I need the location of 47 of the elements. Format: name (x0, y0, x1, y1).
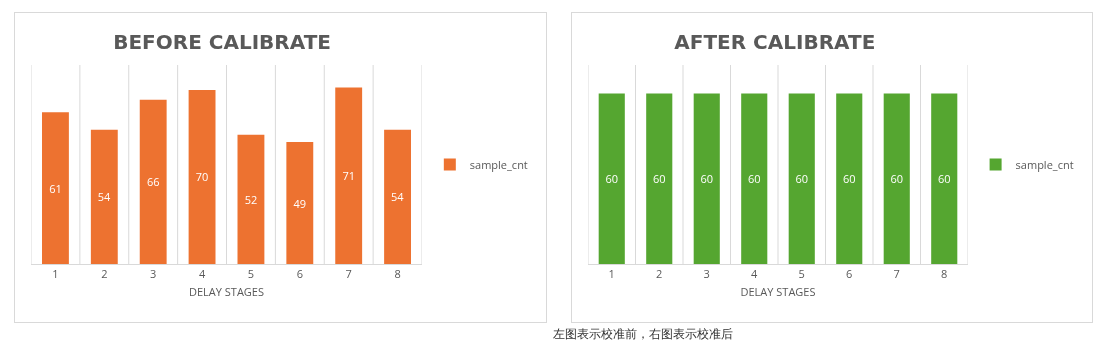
x-tick-label: 4 (751, 266, 759, 282)
x-tick-label: 5 (798, 266, 805, 282)
legend-label: sample_cnt (469, 156, 528, 172)
chart-title: BEFORE CALIBRATE (113, 29, 331, 54)
bar (384, 129, 411, 264)
bar (335, 87, 363, 264)
x-tick-label: 8 (941, 266, 948, 282)
x-tick-label: 8 (394, 266, 401, 282)
data-label: 61 (49, 180, 62, 196)
x-tick-label: 1 (52, 266, 59, 282)
data-label: 60 (795, 171, 809, 187)
data-label: 66 (146, 174, 160, 190)
bar (286, 142, 314, 264)
x-tick-label: 7 (345, 266, 352, 282)
x-tick-label: 5 (247, 266, 255, 282)
bar (188, 89, 216, 264)
data-label: 54 (390, 189, 405, 205)
x-axis-title: DELAY STAGES (189, 284, 264, 300)
data-label: 71 (342, 168, 355, 184)
data-label: 60 (937, 171, 951, 187)
bar (237, 134, 265, 264)
bar (139, 99, 167, 264)
data-label: 54 (97, 189, 111, 205)
x-axis-title: DELAY STAGES (740, 284, 816, 300)
data-label: 60 (652, 171, 666, 187)
chart-title: AFTER CALIBRATE (674, 29, 876, 54)
legend-label: sample_cnt (1015, 156, 1074, 172)
data-label: 60 (605, 171, 619, 187)
data-label: 60 (842, 171, 856, 187)
x-tick-label: 7 (893, 266, 900, 282)
data-label: 52 (244, 191, 258, 207)
data-label: 70 (195, 169, 209, 185)
x-tick-label: 4 (198, 266, 206, 282)
data-label: 60 (747, 171, 761, 187)
x-tick-label: 3 (150, 266, 157, 282)
x-tick-label: 6 (846, 266, 853, 282)
data-label: 60 (700, 171, 714, 187)
bar (42, 112, 69, 264)
text: 左图表示校准前，右图表示校准后 (553, 326, 733, 343)
data-label: 49 (293, 195, 307, 211)
x-tick-label: 2 (101, 266, 108, 282)
data-label: 60 (890, 171, 904, 187)
x-tick-label: 1 (608, 266, 615, 282)
x-tick-label: 3 (703, 266, 710, 282)
x-tick-label: 6 (296, 266, 303, 282)
bar (90, 129, 118, 264)
x-tick-label: 2 (656, 266, 663, 282)
